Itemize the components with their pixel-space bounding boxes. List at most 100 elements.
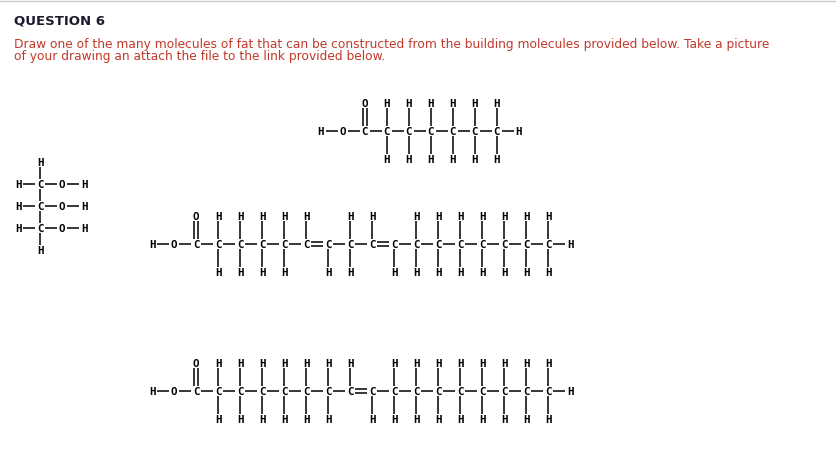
- Text: C: C: [434, 239, 441, 250]
- Text: H: H: [493, 99, 500, 109]
- Text: H: H: [515, 127, 522, 137]
- Text: H: H: [303, 414, 308, 424]
- Text: H: H: [478, 414, 485, 424]
- Text: C: C: [280, 386, 287, 396]
- Text: H: H: [215, 212, 221, 221]
- Text: C: C: [500, 386, 507, 396]
- Text: H: H: [258, 268, 265, 277]
- Text: H: H: [522, 268, 528, 277]
- Text: H: H: [522, 358, 528, 368]
- Text: H: H: [434, 268, 441, 277]
- Text: H: H: [544, 358, 551, 368]
- Text: C: C: [346, 239, 353, 250]
- Text: H: H: [412, 358, 419, 368]
- Text: H: H: [449, 99, 456, 109]
- Text: H: H: [456, 414, 462, 424]
- Text: C: C: [258, 239, 265, 250]
- Text: H: H: [472, 99, 477, 109]
- Text: H: H: [500, 212, 507, 221]
- Text: H: H: [280, 358, 287, 368]
- Text: C: C: [237, 239, 243, 250]
- Text: C: C: [383, 127, 390, 137]
- Text: H: H: [434, 358, 441, 368]
- Text: H: H: [544, 268, 551, 277]
- Text: H: H: [427, 155, 434, 165]
- Text: H: H: [346, 358, 353, 368]
- Text: C: C: [192, 239, 199, 250]
- Text: H: H: [434, 414, 441, 424]
- Text: O: O: [59, 224, 65, 233]
- Text: QUESTION 6: QUESTION 6: [14, 14, 104, 27]
- Text: C: C: [258, 386, 265, 396]
- Text: C: C: [303, 239, 308, 250]
- Text: H: H: [390, 358, 397, 368]
- Text: H: H: [456, 358, 462, 368]
- Text: H: H: [15, 201, 21, 212]
- Text: O: O: [171, 386, 177, 396]
- Text: C: C: [369, 386, 375, 396]
- Text: C: C: [522, 386, 528, 396]
- Text: C: C: [37, 201, 43, 212]
- Text: H: H: [215, 414, 221, 424]
- Text: C: C: [215, 239, 221, 250]
- Text: H: H: [324, 358, 331, 368]
- Text: C: C: [346, 386, 353, 396]
- Text: H: H: [412, 414, 419, 424]
- Text: H: H: [280, 414, 287, 424]
- Text: H: H: [324, 414, 331, 424]
- Text: H: H: [37, 157, 43, 167]
- Text: H: H: [500, 358, 507, 368]
- Text: H: H: [478, 268, 485, 277]
- Text: H: H: [149, 386, 155, 396]
- Text: H: H: [522, 414, 528, 424]
- Text: H: H: [303, 212, 308, 221]
- Text: O: O: [192, 358, 199, 368]
- Text: C: C: [472, 127, 477, 137]
- Text: H: H: [215, 268, 221, 277]
- Text: H: H: [478, 212, 485, 221]
- Text: H: H: [383, 155, 390, 165]
- Text: H: H: [405, 99, 412, 109]
- Text: O: O: [171, 239, 177, 250]
- Text: H: H: [566, 239, 573, 250]
- Text: C: C: [390, 386, 397, 396]
- Text: C: C: [280, 239, 287, 250]
- Text: H: H: [456, 212, 462, 221]
- Text: H: H: [478, 358, 485, 368]
- Text: H: H: [215, 358, 221, 368]
- Text: H: H: [237, 212, 243, 221]
- Text: H: H: [456, 268, 462, 277]
- Text: H: H: [500, 414, 507, 424]
- Text: C: C: [390, 239, 397, 250]
- Text: C: C: [434, 386, 441, 396]
- Text: H: H: [15, 224, 21, 233]
- Text: C: C: [303, 386, 308, 396]
- Text: H: H: [500, 268, 507, 277]
- Text: H: H: [80, 180, 87, 189]
- Text: H: H: [303, 358, 308, 368]
- Text: H: H: [318, 127, 324, 137]
- Text: of your drawing an attach the file to the link provided below.: of your drawing an attach the file to th…: [14, 50, 385, 63]
- Text: C: C: [500, 239, 507, 250]
- Text: H: H: [412, 212, 419, 221]
- Text: C: C: [324, 239, 331, 250]
- Text: C: C: [522, 239, 528, 250]
- Text: O: O: [361, 99, 368, 109]
- Text: C: C: [237, 386, 243, 396]
- Text: H: H: [237, 414, 243, 424]
- Text: H: H: [237, 268, 243, 277]
- Text: C: C: [324, 386, 331, 396]
- Text: C: C: [478, 239, 485, 250]
- Text: H: H: [369, 414, 375, 424]
- Text: C: C: [412, 239, 419, 250]
- Text: H: H: [80, 201, 87, 212]
- Text: H: H: [258, 358, 265, 368]
- Text: H: H: [280, 212, 287, 221]
- Text: H: H: [237, 358, 243, 368]
- Text: H: H: [383, 99, 390, 109]
- Text: C: C: [493, 127, 500, 137]
- Text: H: H: [37, 246, 43, 256]
- Text: H: H: [258, 212, 265, 221]
- Text: C: C: [478, 386, 485, 396]
- Text: H: H: [324, 268, 331, 277]
